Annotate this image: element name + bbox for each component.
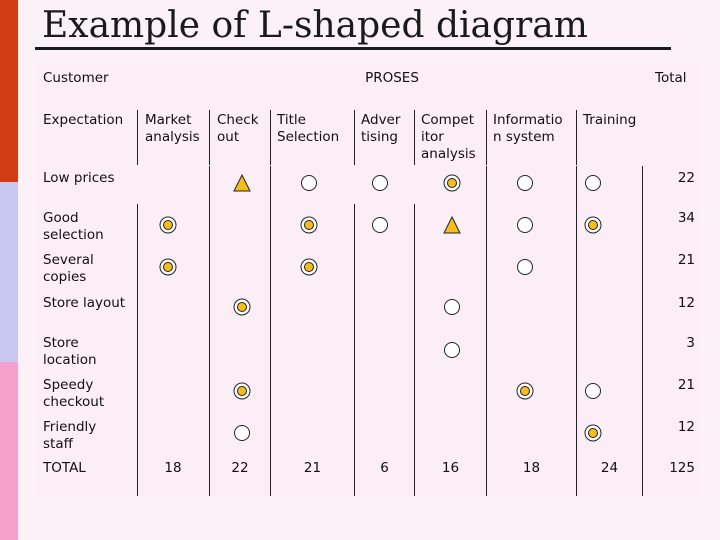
column-total: 22 [231,460,249,476]
strong-relation-double-circle-icon [300,216,318,234]
accent-bar-lavender [0,182,18,362]
medium-relation-circle-icon [371,216,389,234]
row-label-low-prices: Low prices [43,170,115,186]
col-divider [486,110,487,165]
col-title-selection: Title Selection [277,112,340,145]
row-label-good-selection: Good selection [43,210,104,243]
strong-relation-double-circle-icon [584,216,602,234]
col-divider [576,166,577,496]
col-divider [486,166,487,496]
medium-relation-circle-icon [516,216,534,234]
strong-relation-double-circle-icon [159,258,177,276]
col-check-out: Check out [217,112,259,145]
medium-relation-circle-icon [371,174,389,192]
strong-relation-double-circle-icon [300,258,318,276]
column-total: 18 [522,460,541,476]
col-divider [576,110,577,165]
column-total: 6 [380,460,389,476]
col-divider [137,110,138,165]
col-divider [414,204,415,496]
weak-relation-triangle-icon [443,216,461,234]
row-label-speedy-checkout: Speedy checkout [43,377,105,410]
header-proses: PROSES [365,70,419,86]
col-divider [354,204,355,496]
col-divider [270,166,271,496]
row-total: 3 [686,335,695,351]
column-total: 24 [600,460,619,476]
l-shaped-diagram-table [36,64,700,496]
row-total: 21 [677,377,695,393]
col-divider [414,110,415,165]
row-total: 12 [677,295,695,311]
col-market-analysis: Market analysis [145,112,200,145]
row-label-total: TOTAL [43,460,86,476]
col-divider [354,110,355,165]
medium-relation-circle-icon [300,174,318,192]
row-total: 22 [677,170,695,186]
strong-relation-double-circle-icon [159,216,177,234]
medium-relation-circle-icon [516,174,534,192]
column-total: 18 [164,460,182,476]
col-divider [270,110,271,165]
row-label-store-location: Store location [43,335,97,368]
strong-relation-double-circle-icon [233,298,251,316]
col-training: Training [583,112,637,128]
medium-relation-circle-icon [584,174,602,192]
medium-relation-circle-icon [443,341,461,359]
medium-relation-circle-icon [584,382,602,400]
medium-relation-circle-icon [516,258,534,276]
header-expectation: Expectation [43,112,124,128]
col-divider [137,204,138,496]
strong-relation-double-circle-icon [443,174,461,192]
strong-relation-double-circle-icon [233,382,251,400]
title-underline [35,47,671,50]
row-total: 21 [677,252,695,268]
col-divider [642,166,643,496]
accent-bar-pink [0,362,18,540]
grand-total: 125 [669,460,695,476]
col-competitor-analysis: Compet itor analysis [421,112,476,162]
col-divider [209,110,210,165]
header-customer: Customer [43,70,109,86]
col-divider [209,166,210,496]
medium-relation-circle-icon [443,298,461,316]
row-label-several-copies: Several copies [43,252,94,285]
strong-relation-double-circle-icon [516,382,534,400]
page-title: Example of L-shaped diagram [42,5,588,46]
column-total: 16 [441,460,460,476]
column-total: 21 [303,460,322,476]
weak-relation-triangle-icon [233,174,251,192]
row-total: 12 [677,419,695,435]
strong-relation-double-circle-icon [584,424,602,442]
accent-bar-red [0,0,18,182]
medium-relation-circle-icon [233,424,251,442]
row-label-store-layout: Store layout [43,295,126,311]
col-advertising: Adver tising [361,112,401,145]
row-label-friendly-staff: Friendly staff [43,419,97,452]
col-information-system: Informatio n system [493,112,563,145]
header-total: Total [655,70,687,86]
row-total: 34 [677,210,695,226]
